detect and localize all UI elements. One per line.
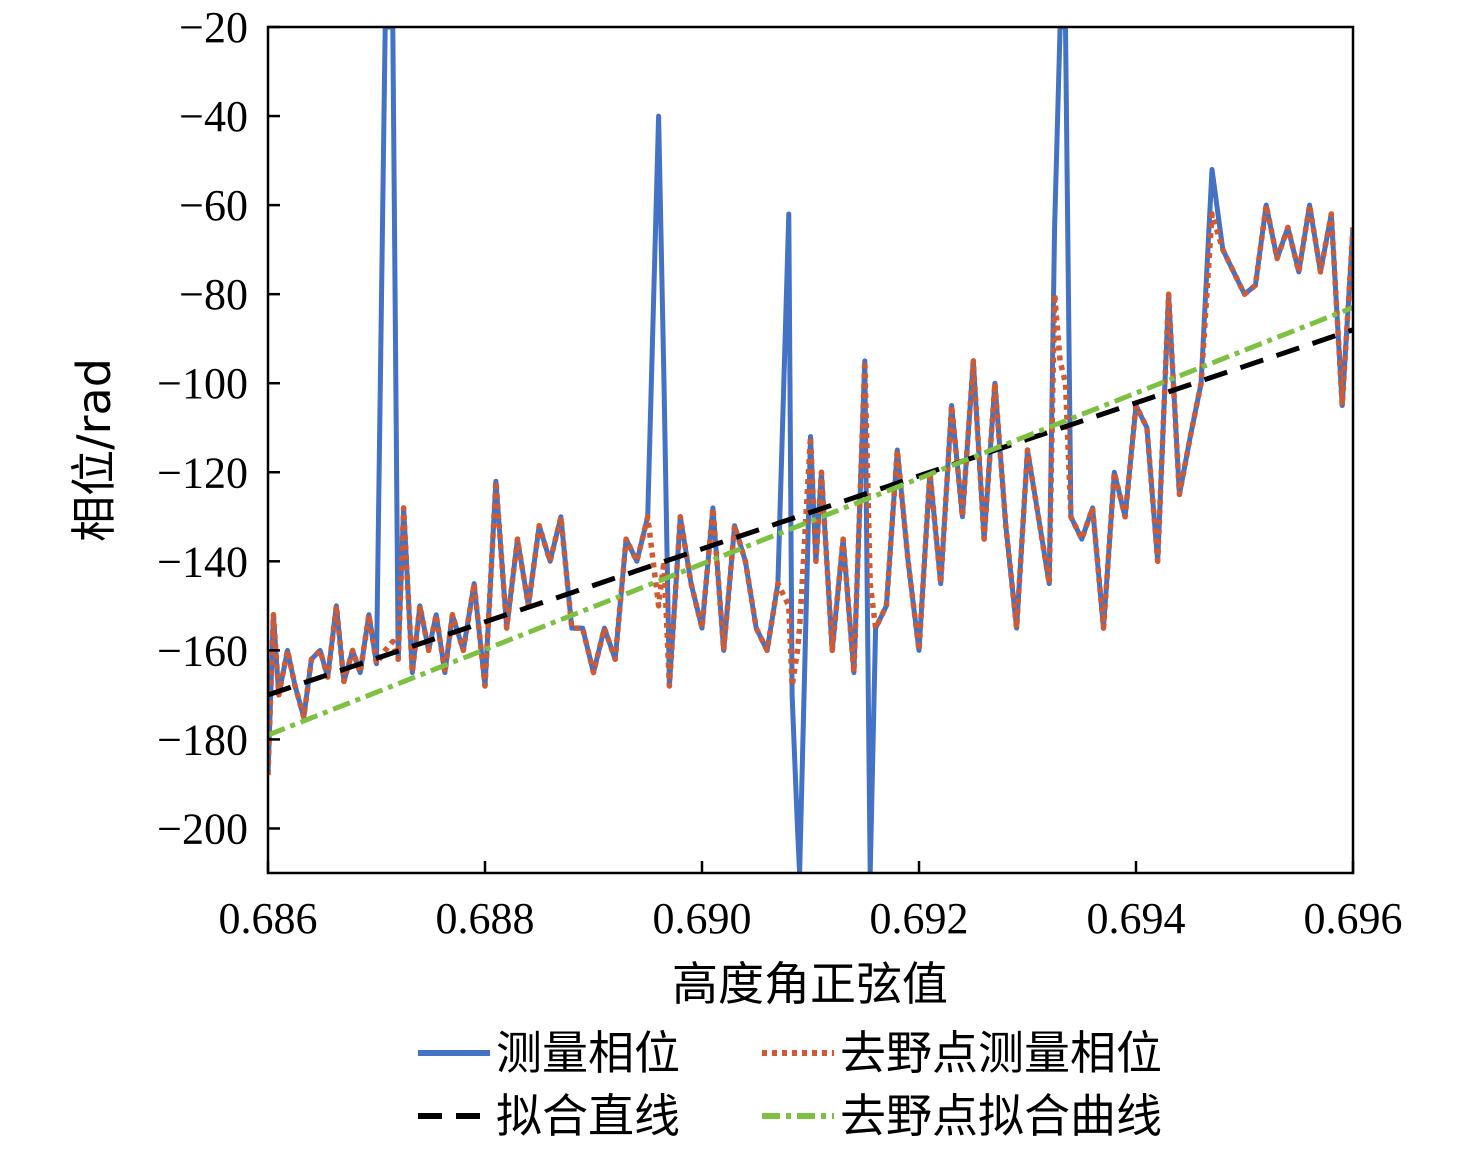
plot-frame xyxy=(266,25,1355,875)
x-tick-label: 0.688 xyxy=(436,894,535,943)
y-tick-label: −200 xyxy=(157,804,248,853)
x-tick-label: 0.694 xyxy=(1087,894,1186,943)
y-tick-label: −160 xyxy=(157,626,248,675)
y-tick-label: −20 xyxy=(179,3,248,52)
legend-label-fit-line: 拟合直线 xyxy=(496,1089,680,1143)
y-tick-label: −120 xyxy=(157,448,248,497)
y-tick-label: −60 xyxy=(179,181,248,230)
legend: 测量相位 去野点测量相位 拟合直线 去野点拟合曲线 xyxy=(418,1026,1162,1143)
series-measured-phase xyxy=(268,27,1353,873)
x-tick-label: 0.686 xyxy=(219,894,318,943)
legend-label-cleaned-fit: 去野点拟合曲线 xyxy=(840,1089,1162,1143)
x-tick-label: 0.696 xyxy=(1304,894,1403,943)
x-tick-label: 0.692 xyxy=(870,894,969,943)
y-tick-label: −80 xyxy=(179,270,248,319)
legend-label-cleaned-phase: 去野点测量相位 xyxy=(840,1026,1162,1080)
y-axis-label: 相位/rad xyxy=(67,358,121,542)
ticks-layer: 0.686 0.688 0.690 0.692 0.694 0.696 −20 −40 −60 −… xyxy=(157,3,1402,943)
series-cleaned-fit xyxy=(268,305,1353,738)
series-layer xyxy=(268,27,1353,873)
y-tick-label: −140 xyxy=(157,537,248,586)
series-fit-line xyxy=(268,327,1353,698)
y-tick-label: −40 xyxy=(179,92,248,141)
legend-label-measured-phase: 测量相位 xyxy=(496,1026,680,1080)
x-axis-label: 高度角正弦值 xyxy=(672,957,948,1011)
y-tick-label: −180 xyxy=(157,715,248,764)
x-tick-label: 0.690 xyxy=(653,894,752,943)
y-tick-label: −100 xyxy=(157,359,248,408)
